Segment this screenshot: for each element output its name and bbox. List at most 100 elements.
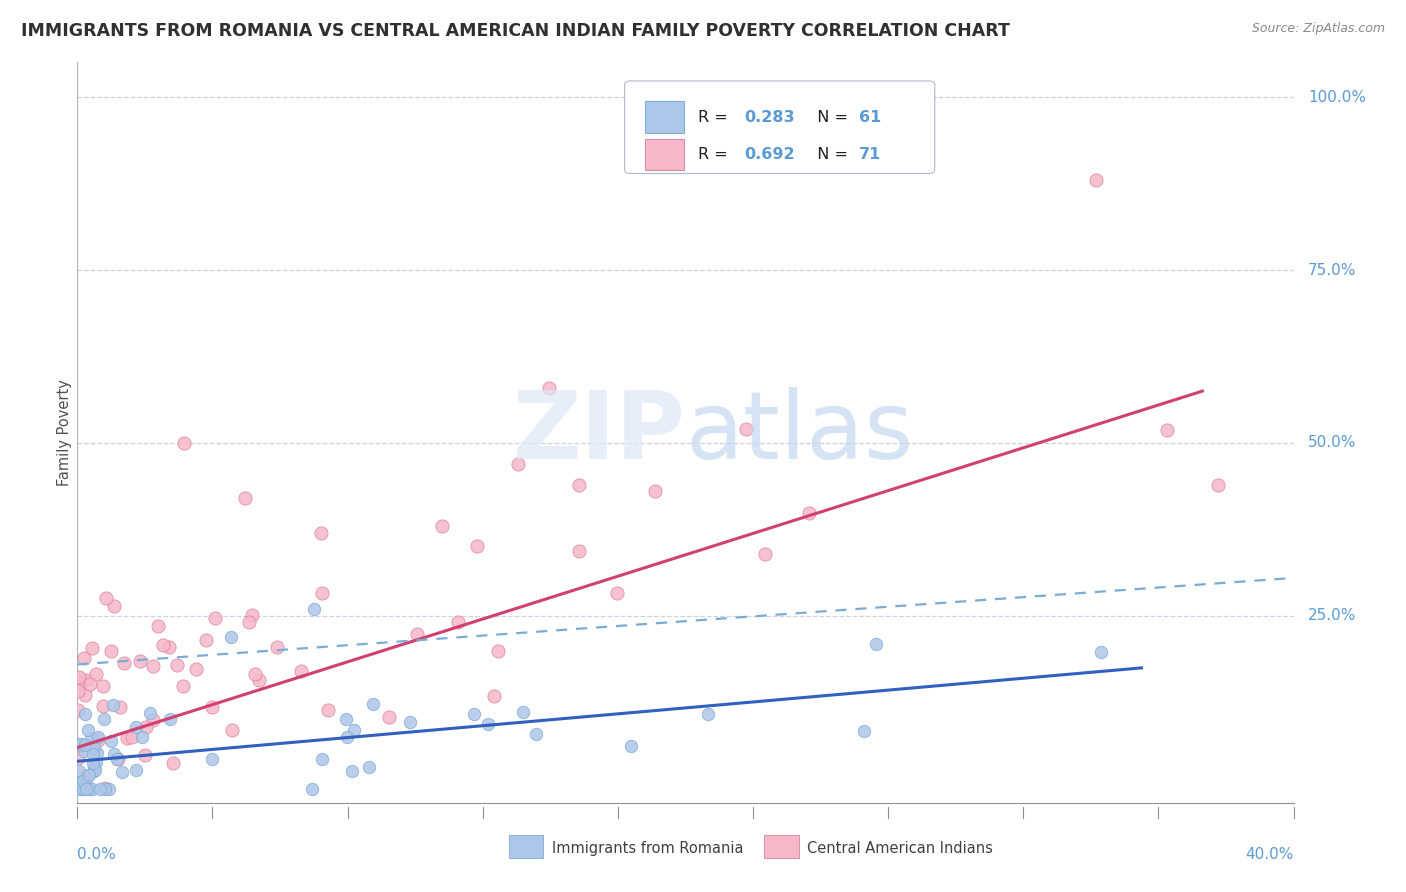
Point xyxy=(121,730,143,744)
Point xyxy=(172,680,194,694)
Point xyxy=(100,644,122,658)
Point xyxy=(84,667,107,681)
Point xyxy=(477,717,499,731)
Point xyxy=(644,484,666,499)
Point xyxy=(67,764,90,778)
Point xyxy=(142,713,165,727)
Point xyxy=(66,737,89,751)
Point xyxy=(73,707,96,722)
Text: N =: N = xyxy=(807,147,853,162)
Point xyxy=(73,688,96,702)
Point xyxy=(361,697,384,711)
Point xyxy=(80,731,103,745)
Text: 71: 71 xyxy=(859,147,882,162)
Point xyxy=(430,519,453,533)
Text: 61: 61 xyxy=(859,110,882,125)
Point xyxy=(69,737,91,751)
Point xyxy=(463,706,485,721)
Point xyxy=(162,756,184,770)
Point xyxy=(221,723,243,738)
Bar xyxy=(645,102,685,133)
Point xyxy=(240,607,263,622)
Point xyxy=(128,654,150,668)
Point xyxy=(97,781,120,796)
Bar xyxy=(509,835,543,858)
Point xyxy=(148,618,170,632)
Point xyxy=(266,640,288,654)
Point xyxy=(73,650,96,665)
Point xyxy=(131,730,153,744)
Point xyxy=(82,641,104,656)
Point xyxy=(359,759,381,773)
Point xyxy=(94,781,117,796)
Point xyxy=(568,544,591,558)
Point xyxy=(201,752,224,766)
Point xyxy=(378,710,401,724)
Point xyxy=(105,752,128,766)
Point xyxy=(103,747,125,761)
Point xyxy=(311,752,333,766)
Point xyxy=(103,599,125,614)
Point xyxy=(101,698,124,713)
Point xyxy=(125,764,148,778)
Text: ZIP: ZIP xyxy=(513,386,686,479)
Point xyxy=(482,690,505,704)
Point xyxy=(245,666,267,681)
Point xyxy=(75,777,97,791)
Text: R =: R = xyxy=(697,110,733,125)
Point xyxy=(335,712,357,726)
Point xyxy=(91,698,114,713)
Point xyxy=(1156,423,1178,437)
Point xyxy=(486,644,509,658)
Point xyxy=(406,627,429,641)
Point xyxy=(83,764,105,778)
Point xyxy=(204,610,226,624)
Point xyxy=(94,591,117,606)
Point xyxy=(75,769,97,783)
Point xyxy=(110,764,132,779)
Point xyxy=(67,781,90,796)
Text: R =: R = xyxy=(697,147,733,162)
Point xyxy=(75,738,97,752)
Point xyxy=(72,774,94,789)
Point xyxy=(80,781,103,796)
Point xyxy=(398,714,420,729)
Point xyxy=(446,615,468,629)
Point xyxy=(336,730,359,744)
Point xyxy=(201,699,224,714)
Point xyxy=(69,738,91,752)
Point xyxy=(233,491,256,506)
Point xyxy=(67,675,90,690)
Y-axis label: Family Poverty: Family Poverty xyxy=(56,379,72,486)
Text: 50.0%: 50.0% xyxy=(1308,435,1357,450)
Point xyxy=(797,506,820,520)
Point xyxy=(301,781,323,796)
Point xyxy=(290,664,312,678)
Point xyxy=(302,602,325,616)
Text: 40.0%: 40.0% xyxy=(1246,847,1294,863)
Point xyxy=(343,723,366,737)
Text: atlas: atlas xyxy=(686,386,914,479)
Point xyxy=(524,727,547,741)
Point xyxy=(89,781,111,796)
Text: 25.0%: 25.0% xyxy=(1308,608,1357,624)
Point xyxy=(696,707,718,722)
Text: 0.0%: 0.0% xyxy=(77,847,117,863)
Point xyxy=(73,744,96,758)
Point xyxy=(100,734,122,748)
Point xyxy=(84,756,107,770)
Point xyxy=(620,739,643,753)
Point xyxy=(735,422,758,436)
Point xyxy=(124,720,146,734)
Point xyxy=(238,615,260,629)
Text: Immigrants from Romania: Immigrants from Romania xyxy=(551,841,744,856)
Text: 0.283: 0.283 xyxy=(744,110,794,125)
Point xyxy=(865,637,887,651)
Text: IMMIGRANTS FROM ROMANIA VS CENTRAL AMERICAN INDIAN FAMILY POVERTY CORRELATION CH: IMMIGRANTS FROM ROMANIA VS CENTRAL AMERI… xyxy=(21,22,1010,40)
Point xyxy=(84,763,107,777)
Point xyxy=(465,539,488,553)
Point xyxy=(568,477,591,491)
Point xyxy=(110,700,132,714)
Point xyxy=(77,781,100,796)
Point xyxy=(83,760,105,774)
